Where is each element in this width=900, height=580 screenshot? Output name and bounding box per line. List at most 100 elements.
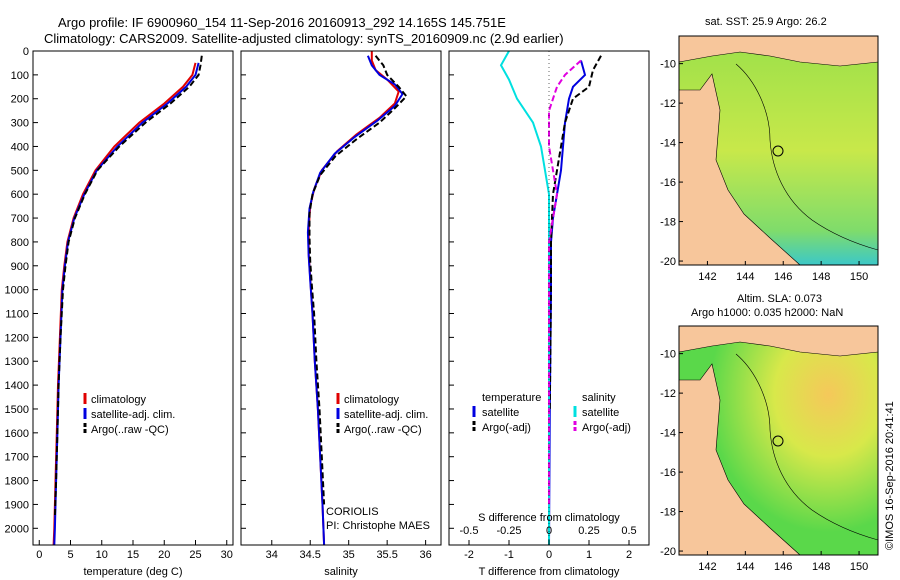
series-line-temperature-satellite bbox=[548, 60, 587, 546]
legend-temp-satellite-label: satellite bbox=[482, 407, 519, 419]
sla-land-australia bbox=[678, 363, 801, 556]
x-axis-label: salinity bbox=[324, 566, 358, 578]
x2-axis-label: S difference from climatology bbox=[478, 512, 620, 524]
y-tick-label: 500 bbox=[11, 165, 29, 177]
x-tick-label: 5 bbox=[67, 549, 73, 561]
y-tick-label: 100 bbox=[11, 70, 29, 82]
sst-map-title: sat. SST: 25.9 Argo: 26.2 bbox=[705, 16, 827, 28]
x-tick-label: 0 bbox=[546, 549, 552, 561]
x-tick-label: 2 bbox=[626, 549, 632, 561]
series-line-salinity-argo-adj- bbox=[548, 59, 582, 505]
legend-satellite-label: satellite-adj. clim. bbox=[344, 409, 428, 421]
sst-map-panel: sat. SST: 25.9 Argo: 26.2 142 144 146 148 15… bbox=[660, 16, 879, 283]
temperature-panel: 0 5 10 15 20 25 30 temperature (deg C) 0 100 200 30… bbox=[5, 46, 234, 578]
sla-map-frame bbox=[678, 325, 879, 556]
series-line-temperature-argo-adj- bbox=[548, 55, 602, 410]
difference-legend: temperature satellite Argo(-adj) salinit… bbox=[472, 392, 631, 434]
title-line-1: Argo profile: IF 6900960_154 11-Sep-2016… bbox=[58, 15, 506, 30]
y-tick-label: 400 bbox=[11, 141, 29, 153]
y-tick-label: 2000 bbox=[5, 523, 29, 535]
legend-temperature-header: temperature bbox=[482, 392, 541, 404]
map-y-tick-label: -10 bbox=[660, 59, 676, 71]
x-tick-label: 10 bbox=[96, 549, 108, 561]
x2-tick-label: -0.5 bbox=[460, 525, 479, 537]
map-x-tick-label: 144 bbox=[736, 271, 754, 283]
series-line-argo-raw-qc- bbox=[53, 55, 203, 517]
x-tick-label: 15 bbox=[127, 549, 139, 561]
legend-argo-label: Argo(..raw -QC) bbox=[91, 424, 169, 436]
y-tick-label: 300 bbox=[11, 118, 29, 130]
map-y-tick-label: -10 bbox=[660, 349, 676, 361]
map-x-tick-label: 142 bbox=[698, 271, 716, 283]
x-tick-label: 35.5 bbox=[376, 549, 397, 561]
x-axis-label: temperature (deg C) bbox=[83, 566, 182, 578]
legend-satellite-label: satellite-adj. clim. bbox=[91, 409, 175, 421]
x-tick-label: 34 bbox=[266, 549, 278, 561]
y-tick-label: 0 bbox=[23, 46, 29, 58]
x2-tick-label: 0 bbox=[546, 525, 552, 537]
x-tick-label: 35 bbox=[343, 549, 355, 561]
map-x-tick-label: 142 bbox=[698, 561, 716, 573]
x-tick-label: 1 bbox=[586, 549, 592, 561]
series-line-salinity-satellite bbox=[499, 50, 550, 545]
legend-temp-argo-label: Argo(-adj) bbox=[482, 422, 531, 434]
sla-map-title-1: Altim. SLA: 0.073 bbox=[737, 293, 822, 305]
x-tick-label: 34.5 bbox=[300, 549, 321, 561]
map-y-tick-label: -12 bbox=[660, 388, 676, 400]
map-x-tick-label: 148 bbox=[812, 561, 830, 573]
legend-climatology-label: climatology bbox=[344, 394, 400, 406]
sla-profile-marker bbox=[772, 435, 784, 447]
series-line-climatology bbox=[307, 51, 400, 546]
map-y-tick-label: -14 bbox=[660, 138, 676, 150]
y-tick-label: 1000 bbox=[5, 285, 29, 297]
y-tick-label: 1200 bbox=[5, 332, 29, 344]
map-y-tick-label: -18 bbox=[660, 217, 676, 229]
y-tick-label: 800 bbox=[11, 237, 29, 249]
sla-map-ticks: 142 144 146 148 150 -10 -12 -14 -16 -18 -20 bbox=[660, 349, 868, 573]
x-tick-label: 25 bbox=[189, 549, 201, 561]
legend-salinity-header: salinity bbox=[582, 392, 616, 404]
series-line-satellite-adj-clim- bbox=[306, 55, 404, 546]
x-tick-label: 20 bbox=[158, 549, 170, 561]
sst-shelf-contour bbox=[735, 63, 879, 251]
sst-map-frame bbox=[678, 35, 879, 266]
x2-tick-label: 0.5 bbox=[621, 525, 636, 537]
map-x-tick-label: 148 bbox=[812, 271, 830, 283]
sst-profile-marker bbox=[772, 145, 784, 157]
y-tick-label: 600 bbox=[11, 189, 29, 201]
series-line-argo-raw-qc- bbox=[308, 55, 408, 505]
salinity-legend: climatology satellite-adj. clim. Argo(..… bbox=[326, 393, 430, 532]
y-tick-label: 1900 bbox=[5, 499, 29, 511]
legend-argo-label: Argo(..raw -QC) bbox=[344, 424, 422, 436]
footer-stamp: ©IMOS 16-Sep-2016 20:41:41 bbox=[884, 401, 896, 550]
axes-frame bbox=[240, 50, 442, 546]
map-y-tick-label: -12 bbox=[660, 98, 676, 110]
y-tick-label: 1600 bbox=[5, 428, 29, 440]
map-y-tick-label: -16 bbox=[660, 177, 676, 189]
map-x-tick-label: 144 bbox=[736, 561, 754, 573]
y-tick-label: 1400 bbox=[5, 380, 29, 392]
x2-tick-label: 0.25 bbox=[578, 525, 599, 537]
x-tick-label: 30 bbox=[221, 549, 233, 561]
y-tick-label: 1800 bbox=[5, 476, 29, 488]
x-tick-label: -1 bbox=[504, 549, 514, 561]
legend-sal-argo-label: Argo(-adj) bbox=[582, 422, 631, 434]
y-tick-label: 1700 bbox=[5, 452, 29, 464]
sst-land-australia bbox=[678, 73, 801, 266]
temperature-legend: climatology satellite-adj. clim. Argo(..… bbox=[83, 393, 175, 436]
x-tick-label: 0 bbox=[36, 549, 42, 561]
y-tick-label: 200 bbox=[11, 94, 29, 106]
y-tick-label: 1100 bbox=[5, 309, 29, 321]
y-tick-label: 1300 bbox=[5, 356, 29, 368]
series-line-climatology bbox=[52, 62, 197, 546]
map-y-tick-label: -20 bbox=[660, 546, 676, 558]
legend-sal-satellite-label: satellite bbox=[582, 407, 619, 419]
map-y-tick-label: -18 bbox=[660, 507, 676, 519]
x-axis-label: T difference from climatology bbox=[479, 566, 620, 578]
map-x-tick-label: 146 bbox=[774, 271, 792, 283]
legend-climatology-label: climatology bbox=[91, 394, 147, 406]
data-centre-label: CORIOLIS bbox=[326, 506, 379, 518]
title-line-2: Climatology: CARS2009. Satellite-adjuste… bbox=[44, 31, 564, 46]
x-tick-label: -2 bbox=[464, 549, 474, 561]
